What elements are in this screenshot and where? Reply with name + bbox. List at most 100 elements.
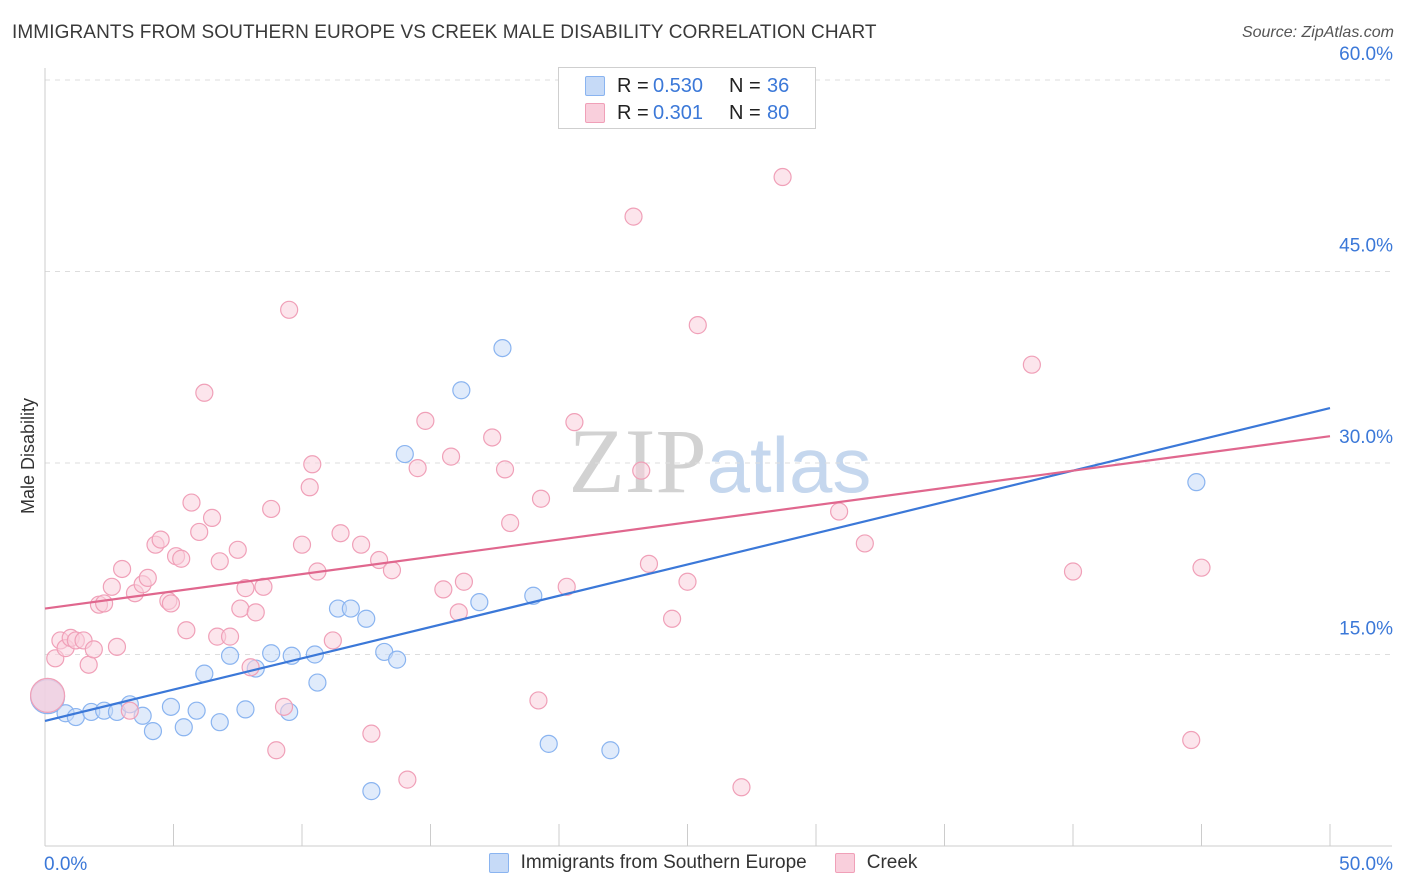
point-creek [483, 428, 502, 447]
legend-swatch-pink [834, 853, 855, 873]
point-southern-europe [395, 444, 414, 464]
point-creek [408, 459, 427, 478]
point-creek [231, 599, 250, 618]
point-southern-europe [174, 718, 193, 737]
point-creek [323, 631, 342, 650]
point-creek [855, 534, 874, 553]
x-tick-label-max: 50.0% [1339, 854, 1393, 875]
y-tick-label: 30.0% [1339, 427, 1393, 448]
n-value: 80 [767, 101, 790, 124]
point-southern-europe [308, 673, 327, 692]
y-tick-label: 60.0% [1339, 44, 1393, 65]
point-creek [274, 697, 294, 716]
point-southern-europe [341, 599, 360, 618]
point-creek [639, 554, 659, 573]
stats-row-creek: R = 0.301 N = 80 [585, 100, 789, 126]
r-label: R = [617, 74, 649, 97]
point-creek [352, 535, 371, 554]
point-creek [267, 741, 286, 760]
point-creek [29, 677, 66, 713]
legend-label: Immigrants from Southern Europe [520, 852, 807, 873]
point-creek [138, 568, 157, 588]
point-creek [195, 383, 214, 402]
point-creek [1022, 355, 1041, 374]
point-creek [120, 701, 139, 720]
legend-item-creek[interactable]: Creek [834, 852, 918, 874]
point-southern-europe [539, 734, 558, 753]
point-creek [236, 579, 255, 598]
point-creek [531, 489, 551, 508]
point-southern-europe [187, 701, 206, 720]
point-southern-europe [210, 713, 229, 732]
point-creek [1182, 730, 1201, 750]
legend-label: Creek [866, 852, 918, 873]
legend-swatch-pink [585, 103, 605, 123]
point-creek [161, 594, 181, 613]
point-creek [190, 522, 209, 542]
r-value: 0.301 [653, 101, 704, 124]
trend-line-creek [44, 435, 1331, 610]
r-label: R = [617, 101, 649, 124]
point-creek [732, 778, 751, 797]
x-tick-label-min: 0.0% [44, 854, 87, 875]
axes [44, 68, 1392, 847]
point-creek [434, 580, 453, 599]
point-creek [454, 572, 474, 591]
point-creek [662, 609, 682, 628]
n-label: N = [729, 101, 761, 124]
point-southern-europe [161, 697, 181, 716]
point-southern-europe [1187, 473, 1206, 492]
point-creek [501, 513, 520, 533]
point-creek [262, 499, 281, 519]
point-creek [382, 561, 402, 580]
point-creek [1063, 562, 1083, 581]
point-creek [79, 655, 98, 674]
point-creek [280, 300, 299, 319]
point-creek [678, 572, 697, 591]
watermark: ZIPatlas [569, 410, 872, 512]
legend-swatch-blue [488, 853, 509, 873]
point-creek [84, 640, 103, 659]
point-southern-europe [601, 741, 620, 760]
point-creek [1192, 558, 1211, 577]
n-label: N = [729, 74, 761, 97]
point-creek [830, 502, 849, 521]
chart-title: IMMIGRANTS FROM SOUTHERN EUROPE VS CREEK… [12, 22, 877, 43]
point-southern-europe [470, 593, 489, 612]
series-legend: Immigrants from Southern Europe Creek [0, 852, 1406, 874]
y-tick-label: 15.0% [1339, 619, 1393, 640]
point-southern-europe [262, 644, 281, 663]
point-creek [398, 770, 417, 789]
point-creek [495, 460, 515, 479]
point-creek [151, 530, 170, 549]
r-value: 0.530 [653, 74, 704, 97]
point-creek [362, 724, 381, 743]
legend-item-southern-europe[interactable]: Immigrants from Southern Europe [488, 852, 807, 874]
point-creek [228, 540, 247, 559]
point-creek [303, 455, 322, 474]
point-creek [210, 552, 229, 571]
point-southern-europe [387, 650, 407, 669]
point-creek [529, 691, 548, 710]
point-creek [220, 627, 240, 646]
gridlines [45, 79, 1392, 655]
point-creek [292, 535, 312, 554]
trend-line-southern-europe [44, 407, 1331, 722]
point-southern-europe [452, 381, 471, 400]
y-axis-label: Male Disability [18, 398, 38, 514]
stats-legend: R = 0.530 N = 36 R = 0.301 N = 80 [558, 67, 816, 129]
point-creek [688, 316, 707, 335]
y-tick-label: 45.0% [1339, 236, 1393, 257]
point-southern-europe [357, 609, 376, 628]
point-creek [182, 493, 201, 512]
chart-source: Source: ZipAtlas.com [1241, 24, 1394, 41]
point-creek [773, 167, 792, 187]
point-creek [300, 478, 319, 497]
point-creek [441, 447, 461, 466]
trend-lines [44, 407, 1331, 722]
point-creek [112, 559, 132, 579]
point-southern-europe [493, 339, 512, 358]
point-creek [565, 413, 584, 432]
x-ticks [44, 824, 1331, 846]
